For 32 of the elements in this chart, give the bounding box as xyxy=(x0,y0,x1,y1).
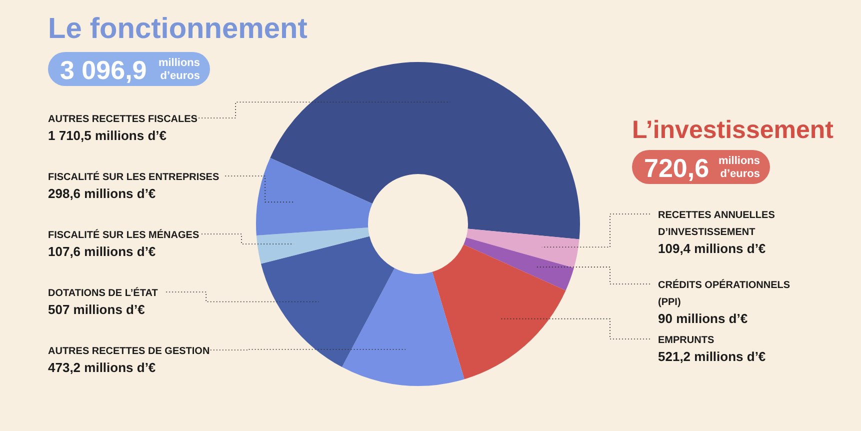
data-label: 107,6 millions d’€ xyxy=(48,244,156,259)
donut-slice xyxy=(342,268,464,386)
data-label: 507 millions d’€ xyxy=(48,302,145,317)
slice-label: FISCALITÉ SUR LES MÉNAGES xyxy=(48,229,200,241)
data-label: 473,2 millions d’€ xyxy=(48,360,156,375)
donut-slice xyxy=(260,236,395,368)
text: L’investissement xyxy=(632,116,834,144)
donut-slice xyxy=(256,158,372,236)
slice-label: RECETTES ANNUELLES D’INVESTISSEMENT xyxy=(658,210,776,238)
text: millions xyxy=(718,155,760,167)
donut-slice xyxy=(466,228,580,268)
text: millions xyxy=(158,57,200,69)
data-label: 109,4 millions d’€ xyxy=(658,241,766,256)
slice-label: DOTATIONS DE L’ÉTAT xyxy=(48,287,158,299)
data-label: 298,6 millions d’€ xyxy=(48,186,156,201)
text: 720,6 xyxy=(644,153,710,183)
slice-label: AUTRES RECETTES FISCALES xyxy=(48,114,198,125)
donut-slice xyxy=(270,62,580,240)
slice-label: CRÉDITS OPÉRATIONNELS (PPI) xyxy=(658,279,790,308)
donut-slice xyxy=(432,244,566,380)
text: 3 096,9 xyxy=(60,55,147,85)
data-label: 90 millions d’€ xyxy=(658,311,748,326)
slice-label: EMPRUNTS xyxy=(658,335,714,346)
text: d’euros xyxy=(720,168,760,180)
data-label: 1 710,5 millions d’€ xyxy=(48,128,166,143)
text: d’euros xyxy=(160,70,200,82)
donut-slice xyxy=(464,238,574,290)
text: Le fonctionnement xyxy=(48,13,308,45)
donut-slice xyxy=(256,228,370,264)
data-label: 521,2 millions d’€ xyxy=(658,349,766,364)
slice-label: AUTRES RECETTES DE GESTION xyxy=(48,346,210,357)
slice-label: FISCALITÉ SUR LES ENTREPRISES xyxy=(48,171,220,183)
